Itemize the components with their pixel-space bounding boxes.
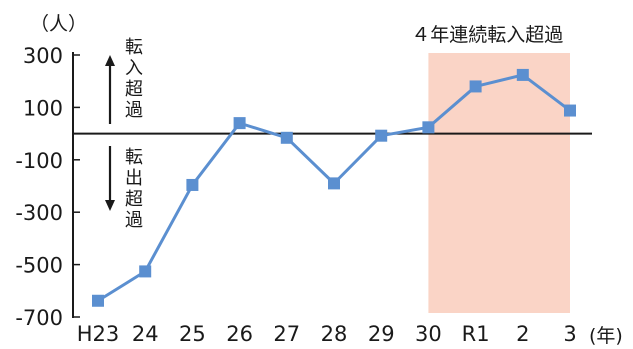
- x-tick-label: H23: [77, 322, 120, 346]
- x-axis-unit-label: (年): [589, 325, 623, 347]
- y-tick-label: -300: [15, 201, 63, 225]
- x-tick-label: 28: [321, 322, 348, 346]
- annotation-char: 入: [125, 58, 143, 79]
- y-tick-label: -500: [15, 254, 63, 278]
- direction-arrows: [105, 55, 115, 211]
- data-point: [139, 265, 152, 278]
- y-ticks: 300 100 -100 -300 -500 -700: [15, 44, 80, 330]
- y-tick-label: 100: [23, 96, 63, 120]
- annotation-char: 出: [125, 168, 143, 189]
- data-point: [92, 294, 104, 307]
- data-point: [280, 131, 293, 144]
- annotation-char: 転: [125, 147, 143, 168]
- x-tick-label: 29: [368, 322, 395, 346]
- highlight-label: ４年連続転入超過: [411, 24, 563, 46]
- data-point: [375, 129, 388, 142]
- y-tick-label: -700: [15, 306, 63, 330]
- data-point: [516, 68, 529, 81]
- data-point: [186, 178, 199, 191]
- annotation-char: 超: [125, 79, 143, 100]
- y-tick-label: -100: [15, 149, 63, 173]
- annotation-char: 超: [125, 189, 143, 210]
- highlight-band: [428, 53, 570, 313]
- axes: [72, 52, 592, 318]
- x-tick-label: 27: [273, 322, 300, 346]
- y-tick-label: 300: [23, 44, 63, 68]
- x-tick-label: 2: [516, 322, 529, 346]
- series-markers: [92, 68, 576, 307]
- x-tick-label: 26: [226, 322, 253, 346]
- x-tick-label: 25: [179, 322, 206, 346]
- x-tick-labels: H23 24 25 26 27 28 29 30 R1 2 3: [77, 322, 577, 346]
- data-point: [328, 177, 340, 190]
- annotation-char: 過: [125, 210, 143, 231]
- data-point: [564, 104, 576, 117]
- y-axis-unit-label: （人）: [30, 13, 87, 35]
- data-point: [422, 121, 435, 134]
- annotation-char: 転: [125, 37, 143, 58]
- x-tick-label: 3: [563, 322, 576, 346]
- up-arrow-icon: [105, 55, 115, 66]
- x-tick-label: 24: [132, 322, 159, 346]
- data-point: [233, 117, 246, 130]
- annotation-up: 転入超過: [125, 37, 143, 121]
- down-arrow-icon: [105, 200, 115, 211]
- x-tick-label: R1: [462, 322, 490, 346]
- annotation-char: 過: [125, 100, 143, 121]
- x-tick-label: 30: [415, 322, 442, 346]
- data-point: [469, 80, 482, 93]
